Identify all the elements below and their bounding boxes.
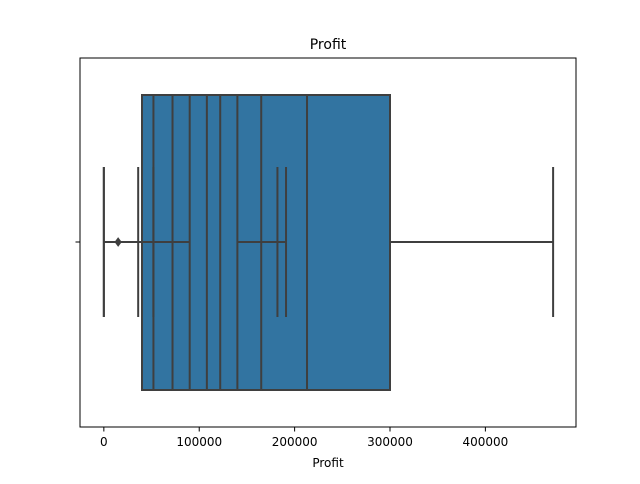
box-series-3: [137, 94, 279, 391]
x-tick-label: 200000: [272, 435, 318, 449]
x-tick-label: 100000: [176, 435, 222, 449]
x-tick-label: 0: [100, 435, 108, 449]
x-tick-label: 400000: [462, 435, 508, 449]
chart-title: Profit: [310, 37, 347, 53]
x-axis: 0 100000 200000 300000 400000: [75, 241, 508, 449]
x-tick-label: 300000: [367, 435, 413, 449]
plot-area: [102, 94, 555, 391]
x-axis-label: Profit: [312, 456, 344, 470]
